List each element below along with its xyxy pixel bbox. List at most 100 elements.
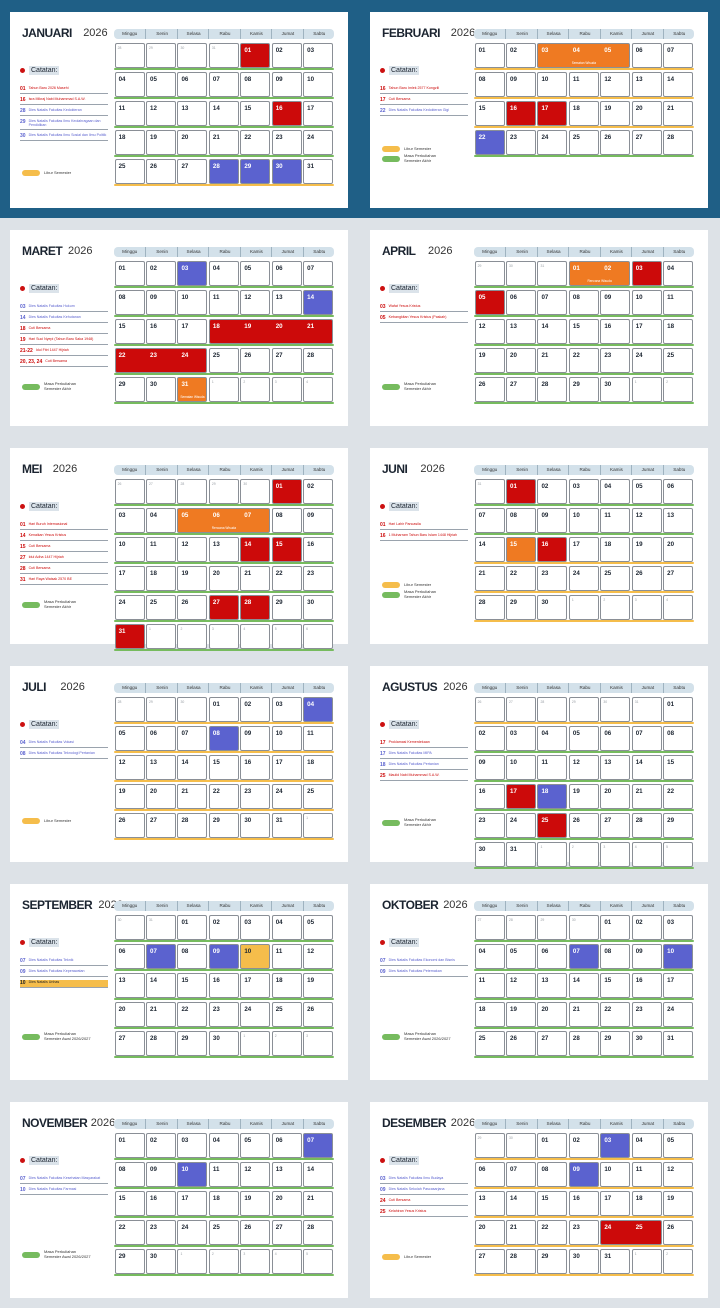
day-cell[interactable]: 05 bbox=[474, 290, 505, 315]
day-cell[interactable]: 03 bbox=[303, 43, 334, 68]
day-cell[interactable]: 07 bbox=[303, 261, 334, 286]
day-cell[interactable]: 02 bbox=[631, 915, 662, 940]
day-cell[interactable]: 29 bbox=[114, 377, 145, 402]
day-cell[interactable]: 06 bbox=[537, 944, 568, 969]
day-cell[interactable]: 01 bbox=[474, 43, 505, 68]
day-cell[interactable]: 6 bbox=[303, 624, 334, 649]
day-cell[interactable]: 27 bbox=[208, 595, 239, 620]
day-cell[interactable]: 26 bbox=[474, 377, 505, 402]
day-cell[interactable]: 02 bbox=[146, 261, 177, 286]
day-cell[interactable]: 4 bbox=[271, 1249, 302, 1274]
day-cell[interactable]: 09 bbox=[303, 508, 334, 533]
day-cell[interactable]: 29 bbox=[146, 697, 177, 722]
day-cell[interactable]: 14 bbox=[177, 755, 208, 780]
day-cell[interactable]: 26 bbox=[303, 1002, 334, 1027]
day-cell[interactable]: 08 bbox=[506, 508, 537, 533]
day-cell[interactable]: 10 bbox=[537, 72, 568, 97]
day-cell[interactable]: 08 bbox=[474, 72, 505, 97]
day-cell[interactable]: 15 bbox=[240, 101, 271, 126]
day-cell[interactable]: 10 bbox=[114, 537, 145, 562]
day-cell[interactable]: 13 bbox=[114, 973, 145, 998]
day-cell[interactable]: 29 bbox=[474, 1133, 505, 1158]
day-cell[interactable]: 20 bbox=[537, 1002, 568, 1027]
day-cell[interactable]: 21 bbox=[240, 566, 271, 591]
day-cell[interactable]: 12 bbox=[600, 72, 631, 97]
day-cell[interactable]: 19 bbox=[663, 1191, 694, 1216]
day-cell[interactable]: 31 bbox=[663, 1031, 694, 1056]
day-cell[interactable]: 21 bbox=[474, 566, 505, 591]
day-cell[interactable]: 17 bbox=[663, 973, 694, 998]
day-cell[interactable]: 4 bbox=[240, 624, 271, 649]
day-cell[interactable]: 4 bbox=[663, 595, 694, 620]
day-cell[interactable]: 17 bbox=[114, 566, 145, 591]
day-cell[interactable]: 08 bbox=[537, 1162, 568, 1187]
day-cell[interactable]: 05 bbox=[146, 72, 177, 97]
day-cell[interactable]: 05 bbox=[631, 479, 662, 504]
day-cell[interactable]: 04 bbox=[474, 944, 505, 969]
day-cell[interactable]: 19 bbox=[568, 784, 599, 809]
day-cell[interactable]: 10 bbox=[506, 755, 537, 780]
day-cell[interactable]: 24 bbox=[303, 130, 334, 155]
day-cell[interactable]: 5 bbox=[303, 1249, 334, 1274]
day-cell[interactable]: 15 bbox=[114, 319, 145, 344]
day-cell[interactable]: 20 bbox=[474, 1220, 505, 1245]
day-cell[interactable]: 07 bbox=[537, 290, 568, 315]
day-cell[interactable]: 25 bbox=[600, 566, 631, 591]
day-cell[interactable]: 30 bbox=[177, 697, 208, 722]
day-cell[interactable]: 2 bbox=[663, 377, 694, 402]
day-cell[interactable]: 19 bbox=[303, 973, 334, 998]
day-cell[interactable]: 22 bbox=[474, 130, 505, 155]
day-cell[interactable]: 27 bbox=[146, 479, 177, 504]
day-cell[interactable]: 24 bbox=[177, 1220, 208, 1245]
day-cell[interactable]: 10 bbox=[600, 1162, 631, 1187]
day-cell[interactable]: 19 bbox=[240, 1191, 271, 1216]
day-cell[interactable]: 20 bbox=[114, 1002, 145, 1027]
day-cell[interactable]: 06 bbox=[271, 261, 302, 286]
day-cell[interactable]: 18 bbox=[114, 130, 145, 155]
day-cell[interactable]: 06 bbox=[177, 72, 208, 97]
day-cell[interactable]: 02 bbox=[146, 1133, 177, 1158]
day-cell[interactable]: 24 bbox=[114, 595, 145, 620]
day-cell[interactable]: 03 bbox=[271, 697, 302, 722]
day-cell[interactable]: 17 bbox=[506, 784, 537, 809]
day-cell[interactable]: 05 bbox=[240, 1133, 271, 1158]
day-cell[interactable]: 29 bbox=[146, 43, 177, 68]
day-cell[interactable]: 06 bbox=[271, 1133, 302, 1158]
day-cell[interactable]: 22 bbox=[568, 348, 599, 373]
day-cell[interactable]: 28 bbox=[568, 1031, 599, 1056]
day-cell[interactable]: 02 bbox=[240, 697, 271, 722]
day-cell[interactable]: 25 bbox=[474, 1031, 505, 1056]
day-cell[interactable]: 25 bbox=[568, 130, 599, 155]
day-cell[interactable]: 26 bbox=[146, 159, 177, 184]
day-cell[interactable]: 17 bbox=[631, 319, 662, 344]
day-cell[interactable]: 29 bbox=[537, 915, 568, 940]
day-cell[interactable]: 21 bbox=[208, 130, 239, 155]
day-cell[interactable]: 24 bbox=[271, 784, 302, 809]
day-cell[interactable]: 25 bbox=[271, 1002, 302, 1027]
day-cell[interactable]: 28 bbox=[506, 915, 537, 940]
day-cell[interactable]: 05 bbox=[663, 1133, 694, 1158]
day-cell[interactable]: 22 bbox=[177, 1002, 208, 1027]
day-cell[interactable]: 27 bbox=[474, 915, 505, 940]
day-cell[interactable]: 22 bbox=[506, 566, 537, 591]
day-cell[interactable]: 19 bbox=[177, 566, 208, 591]
day-cell[interactable]: 11 bbox=[631, 1162, 662, 1187]
day-cell[interactable]: 2 bbox=[208, 1249, 239, 1274]
day-cell[interactable]: 26 bbox=[600, 130, 631, 155]
day-cell[interactable]: 1 bbox=[303, 813, 334, 838]
day-cell[interactable]: 30 bbox=[631, 1031, 662, 1056]
day-cell[interactable]: 03 bbox=[177, 1133, 208, 1158]
day-cell[interactable]: 04 bbox=[146, 508, 177, 533]
day-cell[interactable]: 18 bbox=[208, 1191, 239, 1216]
day-cell[interactable]: 29 bbox=[600, 1031, 631, 1056]
day-cell[interactable]: 05 bbox=[240, 261, 271, 286]
day-cell[interactable]: 01 bbox=[208, 697, 239, 722]
day-cell[interactable]: 16 bbox=[474, 784, 505, 809]
day-cell[interactable]: 3 bbox=[631, 595, 662, 620]
day-cell[interactable]: 1 bbox=[631, 1249, 662, 1274]
day-cell[interactable]: 11 bbox=[114, 101, 145, 126]
day-cell[interactable]: 30 bbox=[600, 697, 631, 722]
day-cell[interactable]: 15 bbox=[177, 973, 208, 998]
day-cell[interactable]: 13 bbox=[146, 755, 177, 780]
day-cell[interactable]: 11 bbox=[568, 72, 599, 97]
